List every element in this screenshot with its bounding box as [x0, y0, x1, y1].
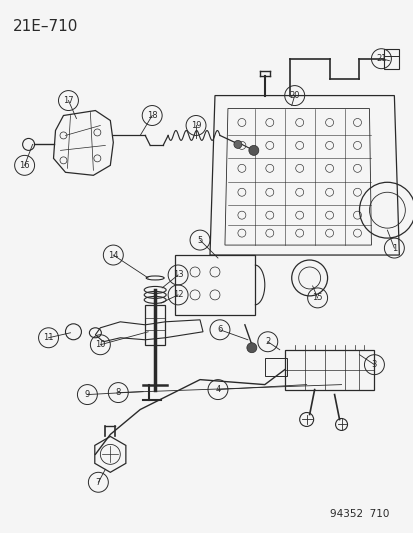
- Text: 2: 2: [265, 337, 270, 346]
- Bar: [384, 49, 399, 69]
- Circle shape: [246, 343, 256, 353]
- Text: 6: 6: [217, 325, 222, 334]
- Text: 12: 12: [173, 290, 183, 300]
- Text: 13: 13: [172, 270, 183, 279]
- Bar: [284, 350, 373, 390]
- Text: 17: 17: [63, 96, 74, 105]
- Text: 94352  710: 94352 710: [329, 509, 389, 519]
- Bar: [264, 358, 286, 376]
- Text: 21E–710: 21E–710: [13, 19, 78, 34]
- Text: 16: 16: [19, 161, 30, 170]
- Text: 7: 7: [95, 478, 101, 487]
- Text: 19: 19: [190, 121, 201, 130]
- Circle shape: [248, 146, 258, 156]
- Text: 15: 15: [312, 293, 322, 302]
- Text: 5: 5: [197, 236, 202, 245]
- Bar: [145, 305, 165, 345]
- Text: 21: 21: [375, 54, 386, 63]
- Text: 10: 10: [95, 340, 105, 349]
- Text: 1: 1: [391, 244, 396, 253]
- Text: 11: 11: [43, 333, 54, 342]
- Text: 18: 18: [147, 111, 157, 120]
- Text: 3: 3: [371, 360, 376, 369]
- Text: 9: 9: [85, 390, 90, 399]
- Text: 8: 8: [115, 388, 121, 397]
- Text: 14: 14: [108, 251, 118, 260]
- Text: 4: 4: [215, 385, 220, 394]
- Circle shape: [233, 140, 241, 148]
- Text: 20: 20: [289, 91, 299, 100]
